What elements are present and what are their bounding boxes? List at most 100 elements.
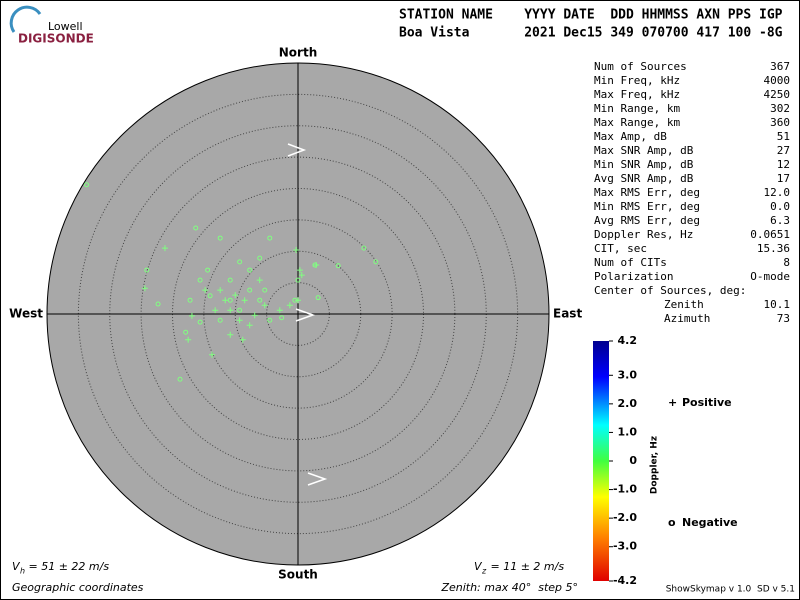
colorbar [593,341,609,581]
colorbar-tick-label: 1.0 [618,425,638,438]
center-value: 10.1 [764,298,791,311]
source-plus [298,272,305,279]
source-plus [227,331,234,338]
stat-value: O-mode [750,270,790,283]
source-circle [193,225,199,231]
direction-label: South [278,568,318,582]
version: ShowSkymap v 1.0 SD v 5.1 [666,585,795,595]
colorbar-tick-label: -1.0 [613,483,637,496]
legend-text: Negative [682,516,738,529]
colorbar-tick-label: 3.0 [618,368,638,381]
vz-sub: z [481,567,487,576]
source-circle [183,329,189,335]
vh-symbol: V [12,560,21,573]
stat-value: 0.0651 [750,228,790,241]
stat-value: 4250 [764,88,791,101]
source-circle [361,245,367,251]
source-plus [212,307,219,314]
source-circle [257,255,263,261]
stat-value: 6.3 [770,214,790,227]
source-circle [279,315,285,321]
vz-symbol: V [474,560,483,573]
stat-label: Num of CITs [594,256,667,269]
colorbar-tick-label: 4.2 [618,334,638,347]
stat-value: 360 [770,116,790,129]
header-line: STATION NAME YYYY DATE DDD HHMMSS AXN PP… [399,8,783,23]
source-circle [267,317,273,323]
legend-symbol: o [668,516,676,529]
source-plus [261,302,268,309]
stat-label: Max SNR Amp, dB [594,144,694,157]
stat-label: Polarization [594,270,673,283]
source-circle [144,267,150,273]
source-plus [251,312,258,319]
source-circle [237,307,243,313]
stat-label: Min SNR Amp, dB [594,158,694,171]
logo-top: Lowell [48,20,83,33]
source-plus [295,297,301,304]
source-circle [373,259,379,265]
vh-sub: h [20,567,25,576]
zenith-note: Zenith: max 40° step 5° [440,581,578,594]
direction-label: East [553,307,582,321]
stat-label: Max Amp, dB [594,130,667,143]
source-circle [267,235,273,241]
stat-value: 8 [783,256,790,269]
stat-label: Max Freq, kHz [594,88,680,101]
source-circle [217,235,223,241]
source-plus [202,287,209,294]
source-plus [286,302,293,309]
header-line: Boa Vista 2021 Dec15 349 070700 417 100 … [399,26,783,41]
legend-symbol: + [668,396,677,409]
colorbar-label: Doppler, Hz [650,436,660,494]
stat-label: Min Range, km [594,102,680,115]
stat-label: Num of Sources [594,60,687,73]
source-circle [262,287,268,293]
stat-value: 12 [777,158,790,171]
stat-value: 17 [777,172,790,185]
source-circle [257,297,263,303]
logo-bottom: DIGISONDE [18,32,94,46]
stat-label: Doppler Res, Hz [594,228,693,241]
direction-label: North [279,46,317,60]
source-plus [217,287,224,294]
source-circle [292,297,298,303]
vh-text: = 51 ± 22 m/s [25,560,109,573]
stat-value: 302 [770,102,790,115]
stat-value: 12.0 [764,186,791,199]
vz-text: = 11 ± 2 m/s [487,560,564,573]
stat-value: 51 [777,130,790,143]
source-circle [295,277,301,283]
source-circle [315,295,321,301]
source-plus [236,317,243,324]
source-plus [296,267,303,274]
source-plus [241,297,248,304]
stat-label: Avg RMS Err, deg [594,214,700,227]
source-circle [237,259,243,265]
source-plus [276,307,283,314]
coords-note: Geographic coordinates [12,581,144,594]
stat-label: Max Range, km [594,116,680,129]
plot [46,62,550,566]
stat-value: 4000 [764,74,791,87]
source-circle [155,301,161,307]
source-plus [222,297,229,304]
stat-label: Min Freq, kHz [594,74,680,87]
stat-value: 0.0 [770,200,790,213]
source-circle [247,287,253,293]
stat-value: 15.36 [757,242,790,255]
center-value: 73 [777,312,790,325]
source-plus [293,246,300,253]
stat-value: 367 [770,60,790,73]
center-label: Azimuth [664,312,710,325]
source-circle [247,267,253,273]
source-plus [209,351,216,358]
source-circle [84,182,90,188]
source-circle [197,277,203,283]
source-circle [217,317,223,323]
stat-label: Min RMS Err, deg [594,200,700,213]
colorbar-tick-label: -4.2 [613,574,637,587]
center-label: Zenith [664,298,704,311]
stat-label: Avg SNR Amp, dB [594,172,694,185]
